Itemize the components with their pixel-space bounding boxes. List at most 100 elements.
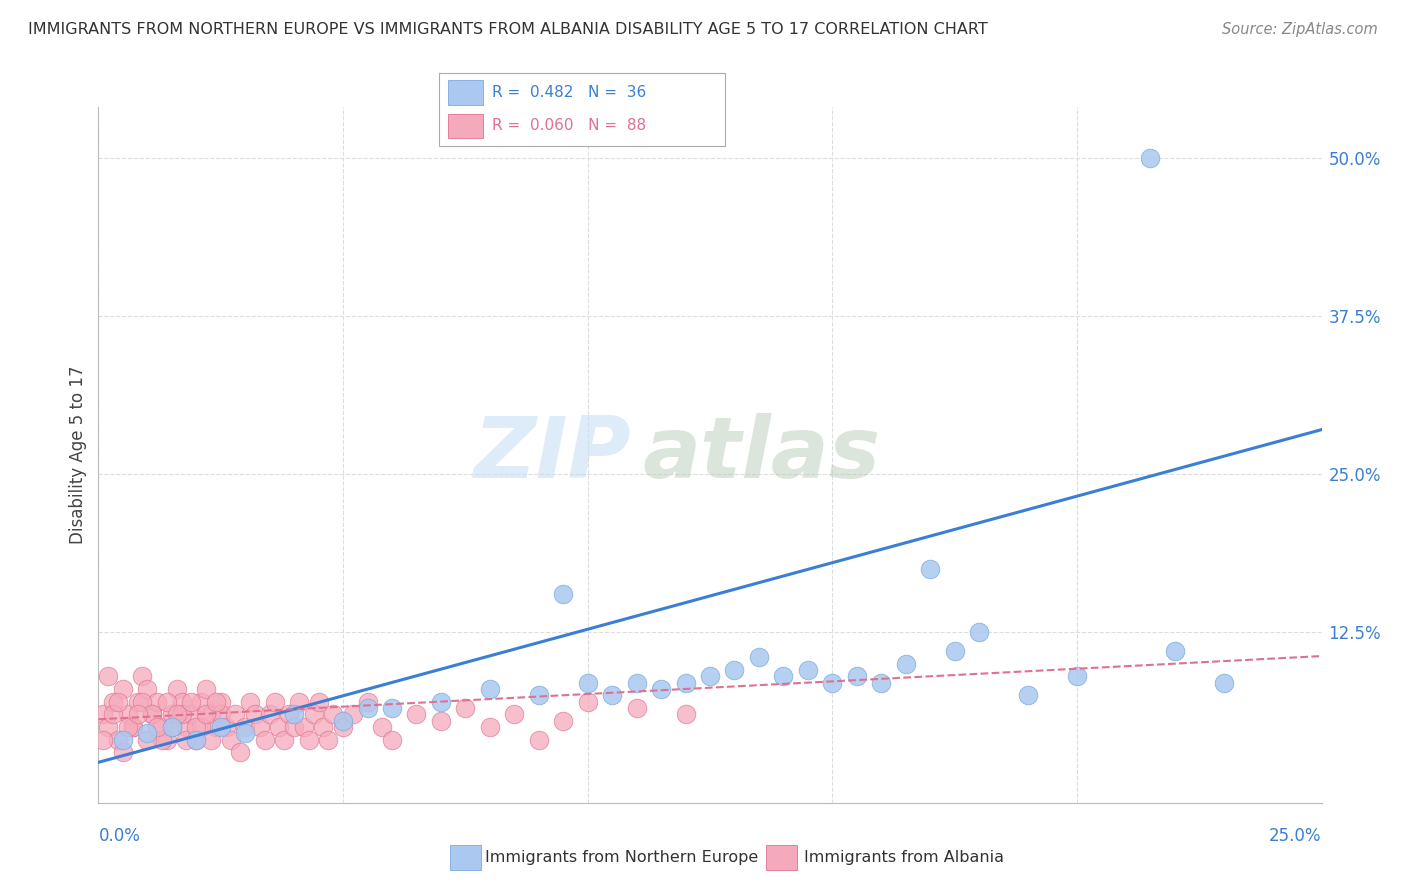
Point (160, 720, 183, 734)
Point (1066, 669, 1088, 683)
Y-axis label: Disability Age 5 to 17: Disability Age 5 to 17 (69, 366, 87, 544)
Point (626, 675, 648, 690)
Point (478, 720, 501, 734)
Point (430, 714, 453, 728)
Point (111, 732, 134, 747)
Point (650, 681, 672, 696)
FancyBboxPatch shape (439, 73, 725, 145)
Point (381, 701, 404, 715)
Point (263, 695, 285, 709)
Point (626, 701, 648, 715)
Point (200, 707, 222, 722)
Point (748, 650, 770, 665)
Text: Source: ZipAtlas.com: Source: ZipAtlas.com (1222, 22, 1378, 37)
Point (200, 732, 222, 747)
Point (91, 707, 114, 722)
Point (308, 695, 330, 709)
Point (107, 732, 129, 747)
Point (233, 726, 256, 740)
Text: R =  0.060   N =  88: R = 0.060 N = 88 (492, 119, 647, 134)
Point (527, 732, 550, 747)
Point (156, 695, 179, 709)
Point (180, 707, 202, 722)
Point (111, 681, 134, 696)
Point (186, 720, 208, 734)
Point (920, 562, 942, 576)
Point (342, 707, 364, 722)
Point (97, 669, 120, 683)
Point (273, 732, 295, 747)
Point (150, 732, 173, 747)
Point (186, 732, 208, 747)
Point (356, 701, 378, 715)
Point (503, 707, 526, 722)
Point (117, 707, 139, 722)
Point (298, 732, 321, 747)
Point (239, 695, 262, 709)
Point (160, 720, 183, 734)
Point (967, 625, 990, 640)
Point (146, 695, 169, 709)
Point (156, 732, 179, 747)
Point (797, 663, 820, 677)
Point (278, 707, 301, 722)
Point (131, 669, 153, 683)
Point (186, 732, 208, 747)
Point (117, 720, 139, 734)
Point (176, 720, 198, 734)
Point (576, 695, 599, 709)
Point (283, 707, 305, 722)
Point (91, 732, 114, 747)
Point (288, 695, 311, 709)
Point (166, 707, 188, 722)
Point (600, 688, 623, 702)
Point (136, 726, 159, 740)
Point (243, 707, 266, 722)
Point (121, 720, 143, 734)
Point (190, 695, 212, 709)
Point (332, 720, 354, 734)
Point (141, 707, 163, 722)
Point (107, 695, 129, 709)
Point (195, 681, 218, 696)
Point (121, 720, 143, 734)
Point (176, 732, 198, 747)
Text: ZIP: ZIP (472, 413, 630, 497)
Point (283, 720, 305, 734)
Point (97, 720, 120, 734)
Point (454, 701, 477, 715)
Text: 25.0%: 25.0% (1270, 827, 1322, 845)
Point (322, 707, 344, 722)
Point (249, 720, 271, 734)
Point (675, 675, 697, 690)
Point (821, 675, 844, 690)
Point (190, 720, 212, 734)
Point (332, 714, 354, 728)
Point (160, 707, 183, 722)
Point (675, 707, 697, 722)
Point (870, 675, 893, 690)
Bar (447, 114, 484, 138)
Point (259, 707, 281, 722)
Point (101, 707, 124, 722)
Point (195, 707, 218, 722)
Point (405, 707, 427, 722)
Point (845, 669, 868, 683)
Text: Immigrants from Northern Europe: Immigrants from Northern Europe (485, 850, 758, 864)
Point (136, 681, 159, 696)
Point (170, 695, 193, 709)
Point (233, 720, 256, 734)
Point (312, 720, 335, 734)
Point (209, 707, 232, 722)
Point (943, 644, 966, 658)
Point (219, 732, 242, 747)
Point (894, 657, 917, 671)
Bar (447, 80, 484, 104)
Point (371, 720, 394, 734)
Point (127, 707, 149, 722)
Point (209, 695, 232, 709)
Point (269, 720, 291, 734)
Point (224, 707, 246, 722)
Point (229, 745, 252, 759)
Point (772, 669, 794, 683)
